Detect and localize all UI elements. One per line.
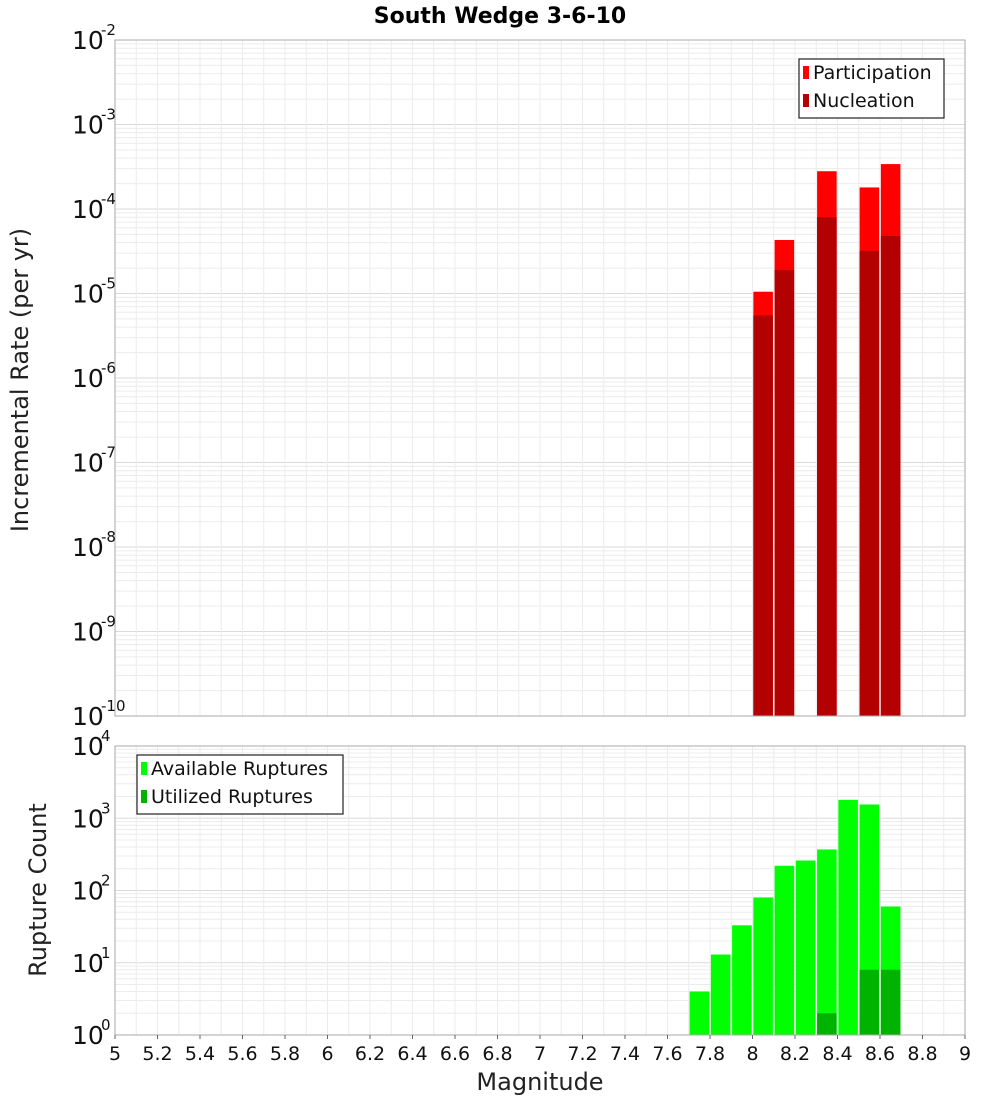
x-tick-label: 8.8 [907,1043,937,1065]
x-tick-label: 8.4 [822,1043,852,1065]
y-tick-label: 10 [72,533,104,562]
y-tick-label: 10 [72,364,104,393]
legend-label: Utilized Ruptures [151,786,313,808]
y-tick-exponent: 3 [101,799,111,817]
x-tick-label: 9 [959,1043,971,1065]
legend-swatch [141,790,147,803]
y-tick-label: 10 [72,111,104,140]
y-tick-exponent: -4 [101,190,116,208]
chart-panel-1: 10-210-310-410-510-610-710-810-910-10Par… [72,21,966,731]
legend-1: Participation Nucleation [798,58,945,119]
bar [817,1013,837,1035]
bottom-y-axis-label: Rupture Count [24,803,52,977]
y-tick-exponent: -2 [101,21,116,39]
x-tick-label: 5.2 [142,1043,172,1065]
x-tick-label: 6.6 [440,1043,470,1065]
x-tick-label: 7.8 [695,1043,725,1065]
y-tick-exponent: -3 [101,106,116,124]
y-tick-label: 10 [72,195,104,224]
bar [753,897,773,1035]
legend-swatch [803,66,809,79]
y-tick-exponent: 0 [101,1016,111,1034]
y-tick-label: 10 [72,1021,104,1050]
x-tick-label: 5.4 [185,1043,215,1065]
bar [817,217,837,716]
y-tick-exponent: 4 [101,727,111,745]
legend-box [136,754,344,815]
plot-border [114,39,966,717]
x-tick-label: 6.2 [355,1043,385,1065]
x-tick-label: 6.4 [397,1043,427,1065]
y-tick-exponent: -5 [101,275,116,293]
bar [774,269,795,716]
bar [732,925,752,1035]
y-tick-label: 10 [72,804,104,833]
y-tick-label: 10 [72,449,104,478]
x-tick-label: 7.4 [610,1043,640,1065]
series-1-2 [753,217,901,716]
y-tick-exponent: 1 [101,944,111,962]
x-tick-label: 8.2 [780,1043,810,1065]
y-tick-exponent: -10 [101,697,126,715]
x-tick-label: 6.8 [482,1043,512,1065]
x-tick-label: 7.6 [652,1043,682,1065]
bar [880,235,901,716]
y-tick-exponent: -8 [101,528,116,546]
y-tick-exponent: 2 [101,872,111,890]
legend-swatch [141,762,147,775]
legend-2: Available Ruptures Utilized Ruptures [136,754,344,815]
legend-label: Participation [813,62,932,84]
legend-swatch [803,94,809,107]
y-tick-label: 10 [72,702,104,731]
y-tick-label: 10 [72,732,104,761]
x-tick-label: 5.6 [227,1043,257,1065]
series-2-2 [817,969,901,1035]
bar [710,954,731,1035]
bar [753,315,773,716]
top-y-axis-label: Incremental Rate (per yr) [6,228,34,532]
bar [774,865,795,1035]
grid-lines [114,40,966,717]
bar [859,250,880,716]
bar [838,799,858,1035]
legend-label: Nucleation [813,90,915,112]
x-tick-label: 7.2 [567,1043,597,1065]
x-tick-label: 5.8 [270,1043,300,1065]
y-tick-label: 10 [72,26,104,55]
legend-box [798,58,945,119]
chart-title: South Wedge 3-6-10 [374,4,626,29]
x-tick-label: 6 [321,1043,333,1065]
x-axis-label: Magnitude [476,1068,603,1096]
bar [817,849,837,1035]
x-tick-label: 8 [746,1043,758,1065]
bar [859,969,880,1035]
x-tick-label: 7 [534,1043,546,1065]
y-tick-exponent: -7 [101,444,116,462]
y-tick-label: 10 [72,618,104,647]
bar [880,969,901,1035]
bar [795,860,816,1035]
x-tick-label: 8.6 [865,1043,895,1065]
legend-label: Available Ruptures [151,758,328,780]
y-tick-exponent: -9 [101,613,116,631]
y-tick-label: 10 [72,877,104,906]
x-tick-label: 5 [109,1043,121,1065]
y-tick-exponent: -6 [101,359,116,377]
y-tick-label: 10 [72,949,104,978]
bar [689,991,710,1035]
y-tick-label: 10 [72,280,104,309]
